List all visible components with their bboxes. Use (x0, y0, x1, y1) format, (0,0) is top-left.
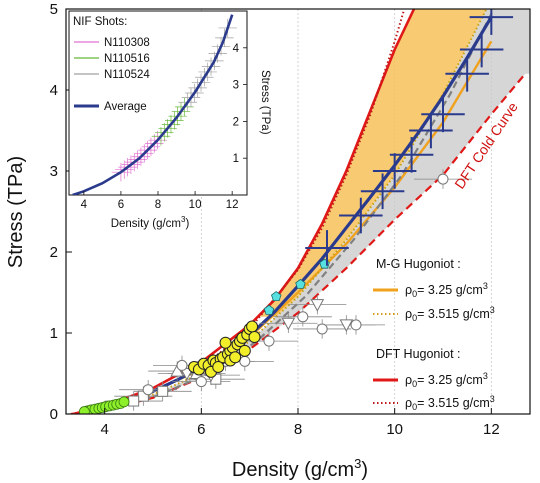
mg-legend-title: M-G Hugoniot : (376, 257, 461, 271)
inset-average-line (72, 14, 234, 195)
yellow-data-point (219, 336, 232, 349)
inset-x-tick-label: 12 (226, 199, 239, 211)
mg-legend-entry-a: ρ0= 3.25 g/cm3 (405, 281, 488, 299)
yellow-data-point (246, 320, 259, 333)
x-axis-title: Density (g/cm3) (232, 456, 368, 481)
dft-hugoniot-legend: DFT Hugoniot : ρ0= 3.25 g/cm3 ρ0= 3.515 … (373, 347, 495, 412)
open-circle-point (239, 355, 251, 367)
dft-legend-entry-b: ρ0= 3.515 g/cm3 (405, 394, 495, 412)
inset-y-tick-label: 2 (233, 116, 239, 128)
cyan-data-point (263, 304, 275, 315)
inset-y-tick-label: 3 (233, 80, 239, 92)
x-tick-label: 8 (294, 421, 302, 438)
inset-legend-label: N110516 (104, 53, 150, 65)
inset-plot (72, 14, 237, 195)
y-tick-label: 4 (50, 82, 58, 99)
dft-legend-title: DFT Hugoniot : (376, 347, 461, 361)
experimental-points (78, 9, 514, 414)
x-tick-label: 6 (197, 421, 205, 438)
inset-legend-label: N110308 (104, 37, 150, 49)
yellow-data-point (229, 351, 242, 364)
x-tick-label: 12 (483, 421, 500, 438)
inset-y-tick-label: 4 (233, 43, 240, 55)
grid-lines (200, 9, 492, 414)
inset-x-axis-title: Density (g/cm3) (111, 215, 190, 230)
inset-x-tick-label: 8 (155, 199, 161, 211)
green-data-point (118, 396, 130, 408)
inset-x-tick-label: 10 (189, 199, 202, 211)
inset-legend-title: NIF Shots: (73, 16, 127, 28)
open-circle-point (263, 335, 275, 347)
inset-frame (68, 10, 248, 196)
yellow-data-point (248, 331, 261, 344)
x-tick-label: 4 (100, 421, 108, 438)
mg-hugoniot-legend: M-G Hugoniot : ρ0= 3.25 g/cm3 ρ0= 3.515 … (373, 257, 495, 323)
y-tick-label: 2 (50, 244, 58, 261)
open-circle-point (142, 384, 154, 396)
mg-hugoniot-3515-line (82, 9, 488, 414)
y-tick-label: 0 (50, 406, 58, 423)
open-triangle-down-point (310, 299, 325, 312)
inset-y-axis-title: Stress (TPa) (259, 70, 271, 135)
open-circle-point (437, 173, 449, 185)
open-circle-point (195, 376, 207, 388)
x-tick-label: 10 (386, 421, 403, 438)
y-axis-title: Stress (TPa) (5, 156, 27, 268)
y-tick-label: 3 (50, 163, 58, 180)
open-circle-point (297, 311, 309, 323)
inset-legend-average-label: Average (104, 101, 147, 113)
open-square-point (128, 395, 140, 407)
open-square-point (157, 385, 169, 397)
inset-y-tick-label: 1 (233, 153, 239, 165)
open-triangle-down-point (281, 317, 296, 331)
open-circle-point (350, 319, 362, 331)
inset-x-tick-label: 4 (81, 199, 88, 211)
cyan-data-point (295, 278, 306, 289)
green-data-point (78, 406, 90, 414)
open-circle-point (316, 323, 328, 335)
yellow-data-point (238, 344, 251, 357)
yellow-data-point (212, 361, 225, 374)
inset-x-tick-label: 6 (118, 199, 124, 211)
y-tick-label: 1 (50, 325, 58, 342)
open-circle-point (176, 359, 188, 371)
inset-legend-label: N110524 (104, 69, 150, 81)
y-tick-label: 5 (50, 1, 58, 18)
mg-legend-entry-b: ρ0= 3.515 g/cm3 (405, 305, 495, 323)
open-triangle-down-point (339, 319, 354, 332)
cyan-data-point (271, 291, 282, 302)
inset-legend: N110308 N110516 N110524 Average (74, 37, 150, 113)
dft-legend-entry-a: ρ0= 3.25 g/cm3 (405, 371, 488, 389)
